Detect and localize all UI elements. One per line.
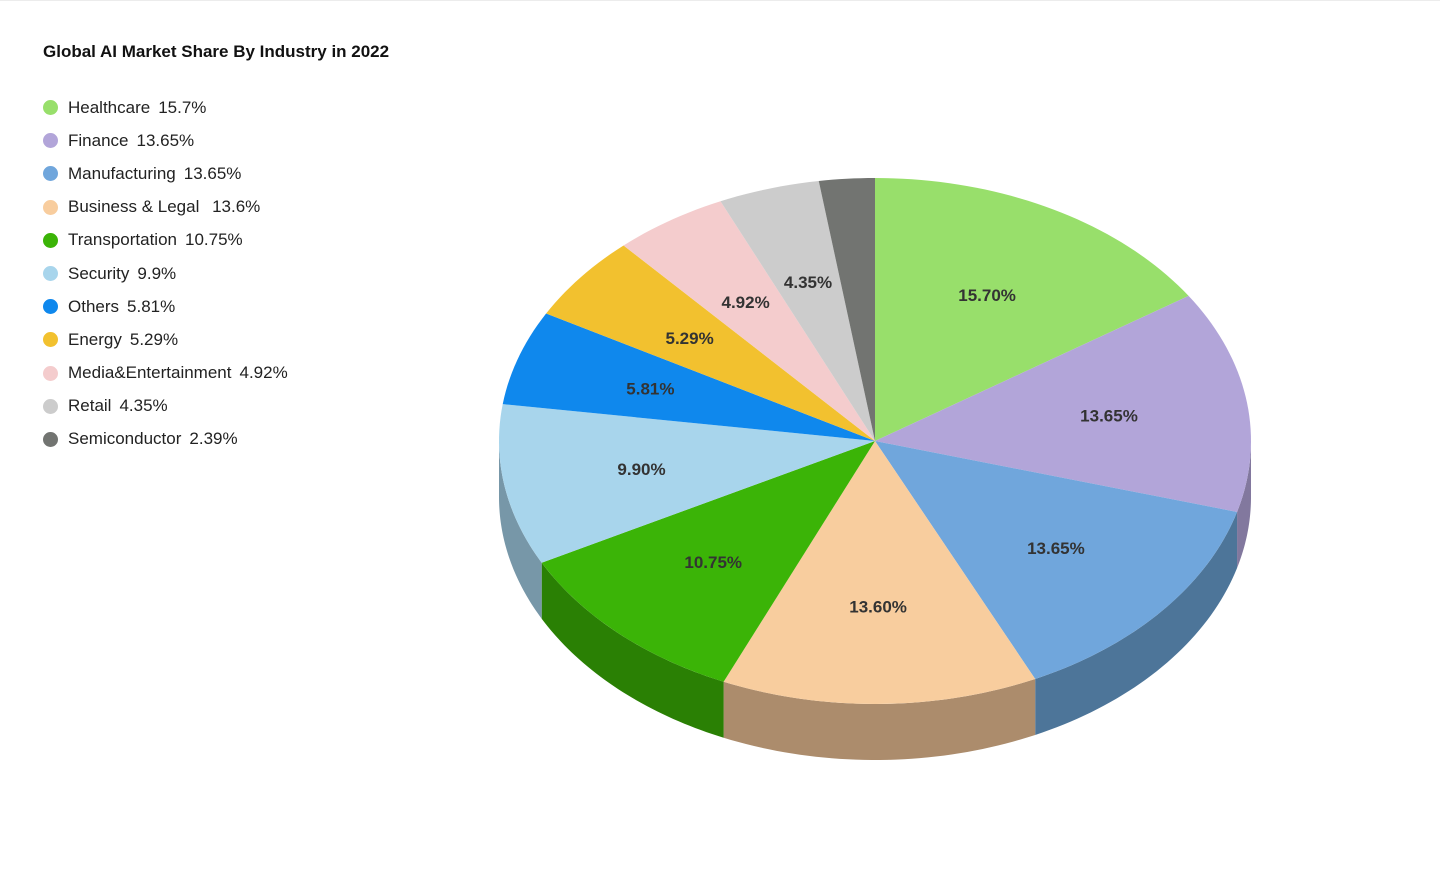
legend-value: 10.75% (184, 230, 243, 250)
slice-data-label: 13.60% (849, 598, 907, 617)
slice-data-label: 5.29% (665, 329, 713, 348)
slice-data-label: 15.70% (958, 286, 1016, 305)
legend-label: Finance (68, 130, 129, 150)
legend-label: Energy (68, 329, 122, 349)
pie-slice (875, 441, 1238, 679)
pie-slice (623, 201, 875, 441)
legend-label: Media&Entertainment (68, 363, 232, 383)
slice-data-label: 4.92% (721, 293, 769, 312)
pie-top (499, 178, 1251, 704)
legend-item: Business & Legal 13.6% (43, 191, 288, 224)
pie-slice (541, 441, 875, 682)
slice-data-label: 13.65% (1080, 406, 1138, 425)
legend-value: 4.92% (239, 363, 288, 383)
legend-label: Business & Legal (68, 197, 205, 217)
legend-label: Healthcare (68, 97, 151, 117)
legend-value: 2.39% (189, 429, 238, 449)
legend-item: Retail 4.35% (43, 390, 288, 423)
pie-slice (502, 313, 875, 441)
chart-title: Global AI Market Share By Industry in 20… (43, 42, 390, 61)
pie-slice (818, 178, 875, 441)
legend-label: Retail (68, 396, 112, 416)
legend-swatch (43, 398, 58, 414)
pie-slice-side (541, 562, 724, 738)
legend-value: 13.65% (136, 130, 195, 150)
chart-legend: Healthcare 15.7% Finance 13.65% Manufacturin… (43, 91, 288, 456)
legend-value: 13.6% (212, 197, 261, 217)
legend-swatch (43, 299, 58, 315)
legend-swatch (43, 266, 58, 282)
legend-swatch (43, 100, 58, 116)
legend-label: Semiconductor (68, 429, 182, 449)
legend-swatch (43, 232, 58, 248)
pie-slice-side (499, 441, 542, 619)
pie-labels: 15.70% 13.65% 13.65% 13.60% 10.75% 9.90% 5.81%… (617, 273, 1137, 617)
legend-item: Manufacturing 13.65% (43, 157, 288, 190)
legend-swatch (43, 133, 58, 149)
legend-value: 13.65% (183, 163, 242, 183)
legend-item: Energy 5.29% (43, 323, 288, 356)
legend-value: 5.29% (129, 329, 179, 349)
slice-data-label: 9.90% (617, 460, 665, 479)
legend-item: Others 5.81% (43, 290, 288, 323)
legend-value: 15.7% (158, 97, 207, 117)
pie-slice (875, 178, 1189, 441)
legend-value: 5.81% (127, 296, 176, 316)
legend-value: 9.9% (137, 263, 177, 283)
pie-slice (875, 295, 1251, 512)
legend-swatch (43, 431, 58, 447)
pie-slice-side (1237, 441, 1251, 568)
legend-item: Healthcare 15.7% (43, 91, 288, 124)
pie-slice (720, 180, 875, 441)
pie-slice-side (723, 678, 1036, 760)
pie-side-walls (499, 441, 1251, 760)
legend-value: 4.35% (119, 396, 168, 416)
legend-item: Security 9.9% (43, 257, 288, 290)
legend-item: Semiconductor 2.39% (43, 423, 288, 456)
legend-swatch (43, 199, 58, 215)
legend-label: Transportation (68, 230, 177, 250)
slice-data-label: 10.75% (684, 553, 742, 572)
legend-item: Finance 13.65% (43, 124, 288, 157)
legend-swatch (43, 365, 58, 381)
legend-swatch (43, 332, 58, 348)
legend-label: Manufacturing (68, 163, 176, 183)
pie-slice (499, 404, 875, 563)
legend-label: Others (68, 296, 120, 316)
legend-item: Media&Entertainment 4.92% (43, 357, 288, 390)
slice-data-label: 13.65% (1027, 539, 1085, 558)
slice-data-label: 4.35% (784, 273, 832, 292)
legend-swatch (43, 166, 58, 182)
legend-label: Security (68, 263, 130, 283)
pie-slice-side (1035, 511, 1238, 735)
pie-slice (723, 441, 1036, 704)
slice-data-label: 5.81% (626, 379, 674, 398)
pie-slice (546, 245, 875, 441)
legend-item: Transportation 10.75% (43, 224, 288, 257)
